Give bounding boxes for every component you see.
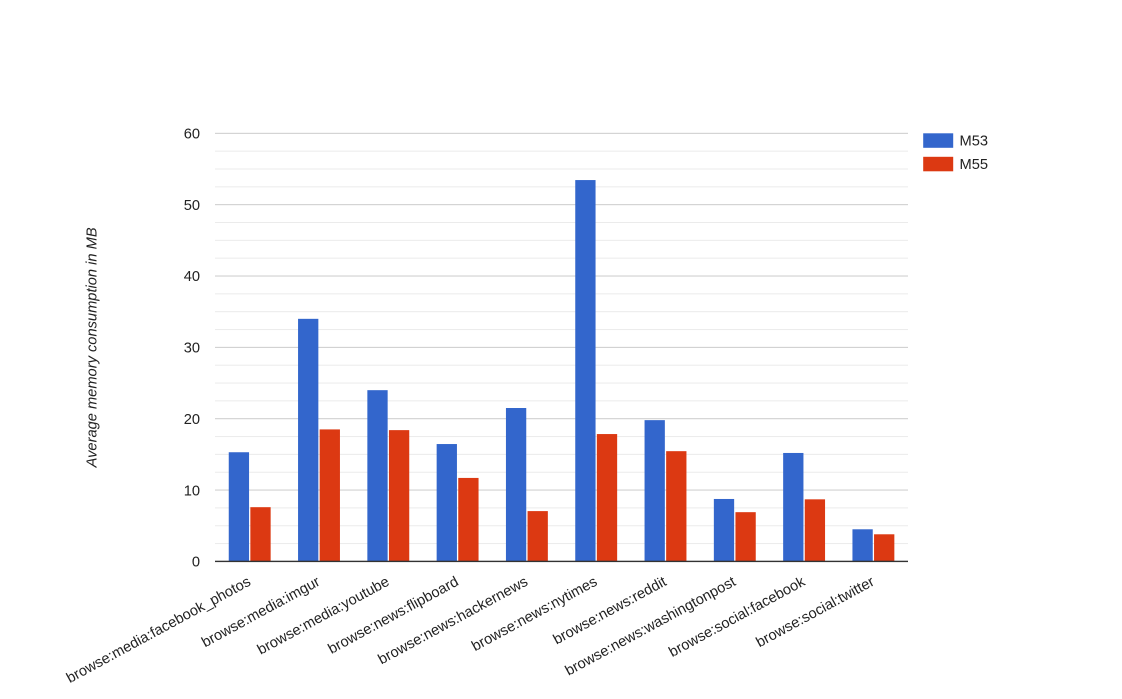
svg-text:0: 0 bbox=[192, 555, 200, 571]
svg-text:20: 20 bbox=[184, 412, 200, 428]
svg-text:60: 60 bbox=[184, 127, 200, 143]
svg-text:10: 10 bbox=[184, 483, 200, 499]
svg-text:40: 40 bbox=[184, 269, 200, 285]
svg-text:M55: M55 bbox=[960, 157, 989, 173]
svg-text:M53: M53 bbox=[960, 134, 989, 150]
svg-text:30: 30 bbox=[184, 341, 200, 357]
svg-text:Average memory consumption in: Average memory consumption in MB bbox=[85, 227, 101, 468]
svg-text:50: 50 bbox=[184, 198, 200, 214]
